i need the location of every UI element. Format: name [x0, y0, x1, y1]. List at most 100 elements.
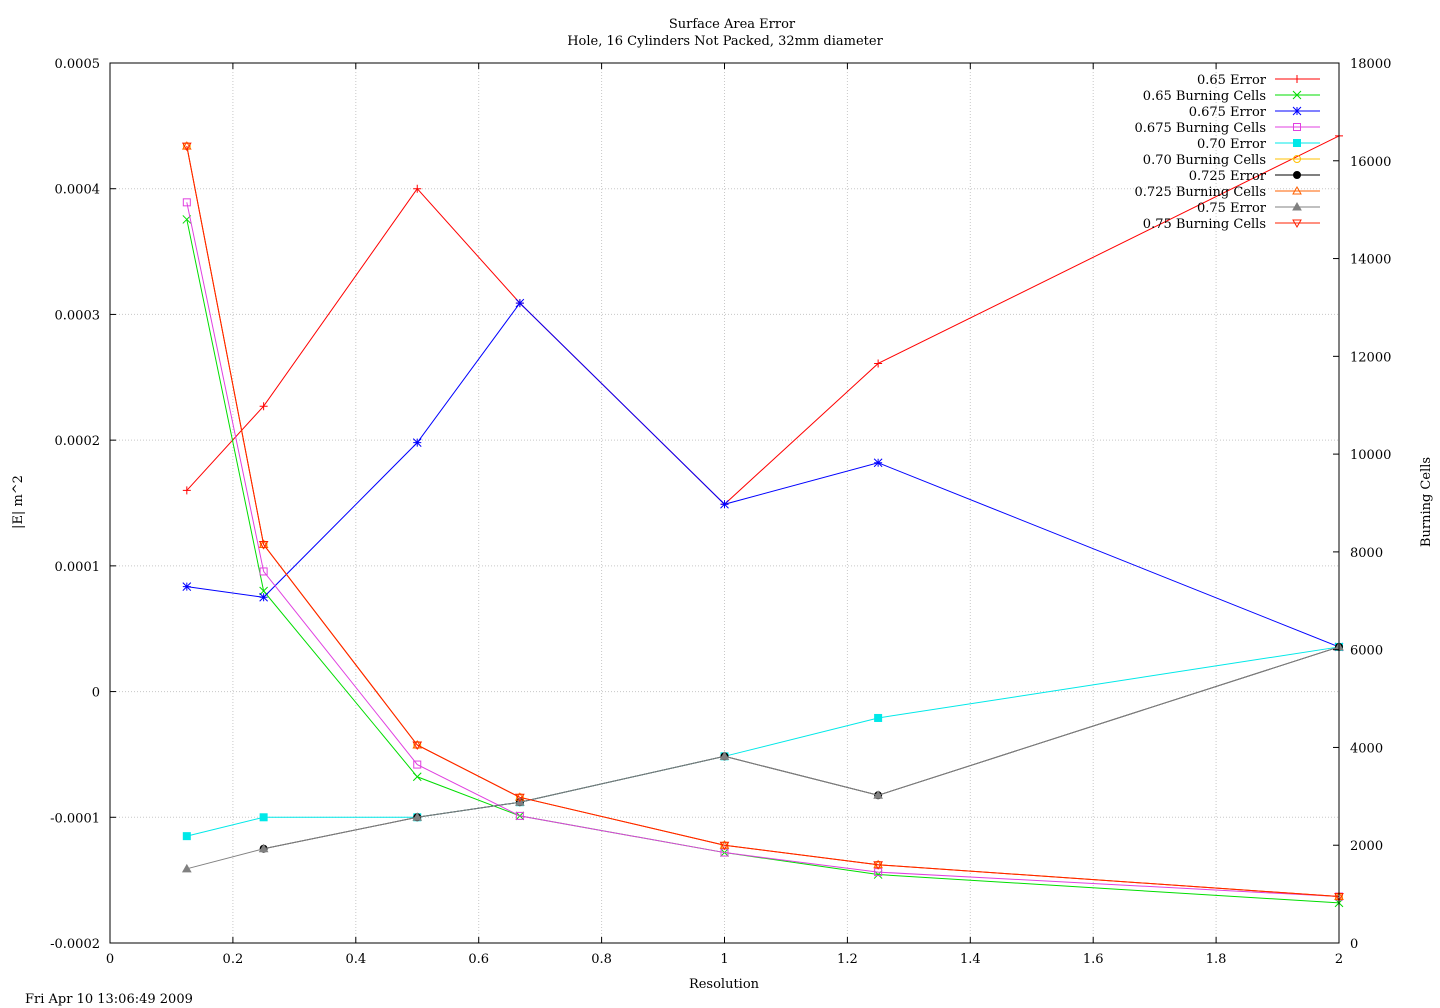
series-line	[186, 646, 1340, 837]
data-point	[1293, 155, 1301, 163]
x-tick-label: 1.2	[837, 952, 858, 967]
data-point	[873, 790, 883, 799]
y-tick-label: 0.0003	[55, 308, 101, 323]
legend-label: 0.65 Error	[1197, 73, 1267, 88]
series-line	[263, 646, 1340, 850]
data-point	[1292, 201, 1302, 211]
data-point	[719, 751, 730, 760]
data-point	[412, 741, 423, 751]
y2-tick-label: 2000	[1350, 839, 1383, 854]
series-line	[186, 302, 1340, 648]
legend-label: 0.65 Burning Cells	[1143, 89, 1266, 104]
y-tick-label: 0.0001	[55, 560, 101, 575]
y-tick-label: -0.0001	[50, 811, 100, 826]
y2-tick-label: 16000	[1350, 155, 1391, 170]
data-point	[1292, 219, 1302, 229]
data-point	[182, 582, 192, 591]
series-layer	[181, 131, 1344, 908]
data-point	[1292, 106, 1302, 116]
series	[181, 141, 1344, 901]
data-point	[259, 402, 268, 411]
data-point	[412, 812, 423, 821]
legend-label: 0.675 Burning Cells	[1135, 121, 1266, 136]
data-point	[719, 841, 730, 851]
data-point	[515, 298, 525, 308]
data-point	[182, 832, 191, 841]
data-point	[1293, 139, 1301, 147]
x-tick-label: 0.8	[591, 952, 612, 967]
legend-label: 0.70 Burning Cells	[1143, 153, 1266, 168]
y-tick-label: 0.0004	[55, 183, 101, 198]
data-point	[182, 198, 191, 207]
x-tick-label: 1	[720, 952, 728, 967]
series	[182, 215, 1344, 908]
x-tick-label: 1.6	[1083, 952, 1104, 967]
data-point	[1293, 75, 1301, 83]
y2-tick-label: 14000	[1350, 253, 1391, 268]
y2-tick-label: 12000	[1350, 350, 1391, 365]
x-tick-label: 0	[106, 952, 114, 967]
data-point	[413, 184, 422, 193]
data-point	[874, 359, 883, 368]
x-tick-label: 2	[1335, 952, 1343, 967]
y-axis-label: |E| m^2	[11, 475, 26, 529]
data-point	[181, 142, 192, 152]
x-axis-label: Resolution	[689, 977, 760, 992]
legend-label: 0.75 Error	[1197, 201, 1267, 216]
data-point	[259, 567, 268, 576]
y2-tick-label: 18000	[1350, 57, 1391, 72]
x-tick-label: 0.2	[223, 952, 244, 967]
legend-label: 0.70 Error	[1197, 137, 1267, 152]
series-line	[186, 202, 1340, 898]
data-point	[874, 713, 883, 722]
y-tick-label: 0	[92, 686, 100, 701]
series	[181, 641, 1344, 873]
y-tick-label: 0.0005	[55, 57, 101, 72]
data-point	[259, 586, 268, 596]
y2-tick-label: 10000	[1350, 448, 1391, 463]
y2-tick-label: 8000	[1350, 546, 1383, 561]
chart-subtitle: Hole, 16 Cylinders Not Packed, 32mm diam…	[567, 34, 883, 49]
data-point	[515, 811, 524, 820]
y2-tick-label: 6000	[1350, 644, 1383, 659]
series-line	[186, 219, 1340, 904]
series	[182, 298, 1344, 652]
legend-label: 0.725 Error	[1189, 169, 1267, 184]
y2-tick-label: 0	[1350, 937, 1358, 952]
data-point	[259, 813, 268, 822]
data-point	[258, 541, 269, 550]
legend-label: 0.675 Error	[1189, 105, 1267, 120]
data-point	[412, 772, 422, 782]
series	[181, 142, 1344, 902]
data-point	[181, 863, 192, 873]
data-point	[515, 793, 525, 803]
data-point	[873, 458, 883, 468]
chart-title: Surface Area Error	[669, 17, 796, 32]
y2-tick-label: 4000	[1350, 741, 1383, 756]
timestamp: Fri Apr 10 13:06:49 2009	[25, 992, 193, 1007]
y2-axis-label: Burning Cells	[1419, 457, 1434, 547]
series-line	[186, 146, 1340, 898]
data-point	[259, 592, 268, 602]
series-line	[186, 646, 1340, 870]
series-line	[186, 146, 1340, 898]
series	[182, 642, 1343, 841]
data-point	[1292, 90, 1302, 100]
axes: 0 0.2 0.4 0.6 0.8 1 1.2 1.4 1.6 1.8 2 -0.0002 -0.000…	[50, 57, 1391, 967]
x-tick-label: 1.4	[960, 952, 981, 967]
x-tick-label: 0.6	[468, 952, 489, 967]
legend-label: 0.725 Burning Cells	[1135, 185, 1266, 200]
data-point	[1293, 123, 1301, 131]
y-tick-label: 0.0002	[55, 434, 101, 449]
series	[182, 142, 1343, 901]
x-tick-label: 0.4	[345, 952, 366, 967]
data-point	[1292, 185, 1302, 195]
data-point	[412, 438, 422, 448]
x-tick-label: 1.8	[1206, 952, 1227, 967]
data-point	[1293, 171, 1301, 179]
series-line	[186, 146, 1340, 898]
data-point	[258, 843, 269, 853]
data-point	[182, 486, 191, 495]
